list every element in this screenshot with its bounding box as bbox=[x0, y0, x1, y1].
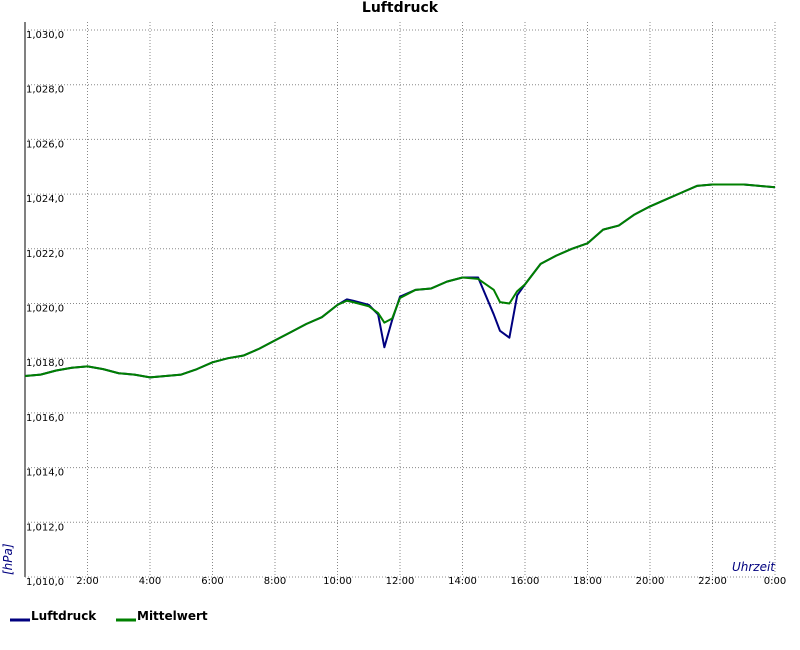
y-tick-label: 1,014,0 bbox=[26, 468, 64, 479]
x-tick-label: 18:00 bbox=[573, 576, 602, 587]
y-tick-label: 1,010,0 bbox=[26, 577, 64, 588]
y-tick-label: 1,016,0 bbox=[26, 413, 64, 424]
x-tick-label: 12:00 bbox=[386, 576, 415, 587]
y-tick-label: 1,018,0 bbox=[26, 358, 64, 369]
x-tick-label: 2:00 bbox=[76, 576, 98, 587]
chart-title: Luftdruck bbox=[362, 0, 439, 16]
y-tick-label: 1,012,0 bbox=[26, 522, 64, 533]
legend-label: Luftdruck bbox=[31, 609, 97, 623]
x-tick-label: 6:00 bbox=[201, 576, 223, 587]
x-tick-label: 20:00 bbox=[636, 576, 665, 587]
x-tick-label: 10:00 bbox=[323, 576, 352, 587]
x-tick-label: 0:00 bbox=[764, 576, 786, 587]
y-tick-label: 1,030,0 bbox=[26, 30, 64, 41]
x-tick-label: 8:00 bbox=[264, 576, 286, 587]
y-tick-label: 1,024,0 bbox=[26, 194, 64, 205]
y-axis-label: [hPa] bbox=[1, 543, 15, 575]
x-tick-label: 16:00 bbox=[511, 576, 540, 587]
y-tick-label: 1,022,0 bbox=[26, 249, 64, 260]
series-line bbox=[24, 183, 776, 379]
x-tick-label: 14:00 bbox=[448, 576, 477, 587]
x-tick-label: 22:00 bbox=[698, 576, 727, 587]
y-tick-label: 1,026,0 bbox=[26, 139, 64, 150]
y-tick-label: 1,020,0 bbox=[26, 304, 64, 315]
legend-label: Mittelwert bbox=[137, 609, 208, 623]
x-tick-label: 4:00 bbox=[139, 576, 161, 587]
y-tick-label: 1,028,0 bbox=[26, 85, 64, 96]
x-axis-label: Uhrzeit bbox=[732, 560, 776, 574]
